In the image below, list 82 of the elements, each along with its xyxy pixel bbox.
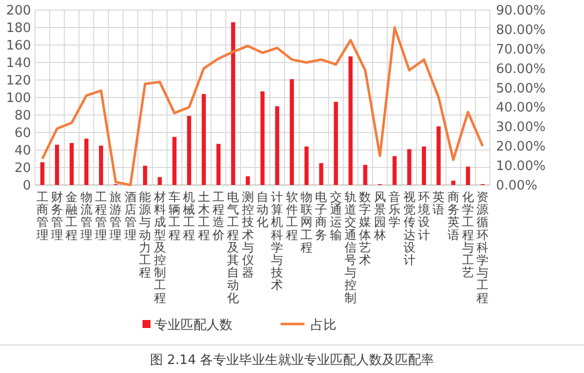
bar [187, 116, 192, 185]
bar [407, 149, 412, 185]
x-tick-label: 旅游管理 [110, 190, 122, 242]
bar [158, 177, 162, 185]
category-label: 资源循环科学与工程 [476, 190, 489, 305]
y-tick-label: 120 [6, 74, 31, 88]
bar [98, 146, 104, 185]
x-tick-label: 风景园林 [372, 190, 386, 242]
x-tick-label: 交通运输 [330, 190, 342, 242]
bar [275, 106, 280, 185]
x-tick-label: 电子商务 [315, 190, 328, 242]
category-label: 材料成型及控制工程 [154, 190, 166, 305]
y2-tick-label: 70.00% [496, 42, 546, 58]
bar [70, 143, 74, 185]
x-tick-label: 能源与动力工程 [139, 190, 152, 280]
bar [392, 156, 397, 185]
x-tick-label: 工程造价 [211, 190, 224, 242]
y-tick-label: 180 [6, 21, 31, 36]
x-tick-label: 工商管理 [36, 190, 48, 242]
x-tick-label: 测控技术与仪器 [240, 190, 254, 280]
legend-label: 专业匹配人数 [154, 318, 232, 333]
y2-tick-label: 30.00% [496, 120, 546, 136]
bar [334, 102, 338, 185]
bar [84, 138, 88, 185]
x-tick-label: 自动化 [256, 190, 268, 230]
y2-tick-label: 0.00% [496, 178, 538, 194]
bar [290, 79, 294, 185]
y-tick-label: 40 [14, 144, 31, 158]
y-tick-label: 80 [14, 108, 31, 124]
bar [143, 166, 148, 185]
x-tick-label: 计算机科学与技术 [270, 190, 284, 292]
bar [436, 126, 441, 185]
bar [348, 56, 353, 185]
y2-tick-label: 80.00% [496, 22, 546, 38]
x-tick-label: 软件工程 [286, 190, 298, 242]
x-tick-label: 数字媒体艺术 [359, 190, 372, 267]
x-tick-label: 物流管理 [80, 190, 92, 242]
x-tick-label: 视觉传达设计 [403, 190, 416, 267]
bar [422, 146, 426, 185]
bar [451, 180, 456, 185]
x-tick-label: 化学工程与工艺 [462, 190, 474, 280]
bar [40, 162, 44, 185]
x-tick-label: 土木工程 [198, 190, 210, 242]
bar [202, 94, 206, 185]
y-tick-label: 60 [14, 126, 31, 141]
x-tick-label: 财务管理 [51, 190, 64, 242]
bar [363, 164, 368, 185]
category-label: 轨道交通信号与控制 [344, 190, 357, 305]
category-label: 电气工程及其自动化 [227, 190, 240, 305]
bar [246, 176, 250, 185]
x-tick-label: 商务英语 [447, 190, 460, 242]
x-tick-label: 环境设计 [416, 190, 430, 242]
y-tick-label: 200 [6, 4, 31, 18]
y2-tick-label: 50.00% [496, 81, 546, 96]
y-tick-label: 140 [6, 56, 31, 71]
legend-label: 占比 [310, 318, 336, 333]
y2-tick-label: 40.00% [496, 100, 546, 116]
x-tick-label: 英语 [432, 190, 445, 217]
y-tick-label: 160 [6, 38, 31, 54]
y2-tick-label: 10.00% [496, 159, 546, 174]
y-tick-label: 100 [6, 91, 31, 106]
bar [216, 144, 221, 185]
text: 图 2.14 各专业毕业生就业专业匹配人数及匹配率 [150, 352, 434, 368]
x-tick-label: 音乐学 [388, 190, 401, 230]
x-tick-label: 金融工程 [66, 190, 78, 242]
bar [231, 22, 236, 185]
x-tick-label: 工程管理 [95, 190, 108, 242]
x-tick-label: 机械工程 [183, 190, 196, 242]
bar [466, 166, 470, 185]
y-tick-label: 20 [14, 161, 31, 176]
bar [319, 163, 324, 185]
x-tick-label: 车辆工程 [168, 190, 180, 242]
y2-tick-label: 20.00% [496, 140, 546, 155]
bar [304, 146, 309, 185]
bar [260, 91, 265, 185]
bar [54, 144, 60, 185]
x-tick-label: 酒店管理 [124, 190, 136, 242]
x-tick-label: 物联网工程 [300, 190, 313, 254]
y2-tick-label: 90.00% [496, 4, 546, 18]
bar [172, 136, 176, 185]
y2-tick-label: 60.00% [496, 62, 546, 77]
y-tick-label: 0 [22, 178, 31, 194]
